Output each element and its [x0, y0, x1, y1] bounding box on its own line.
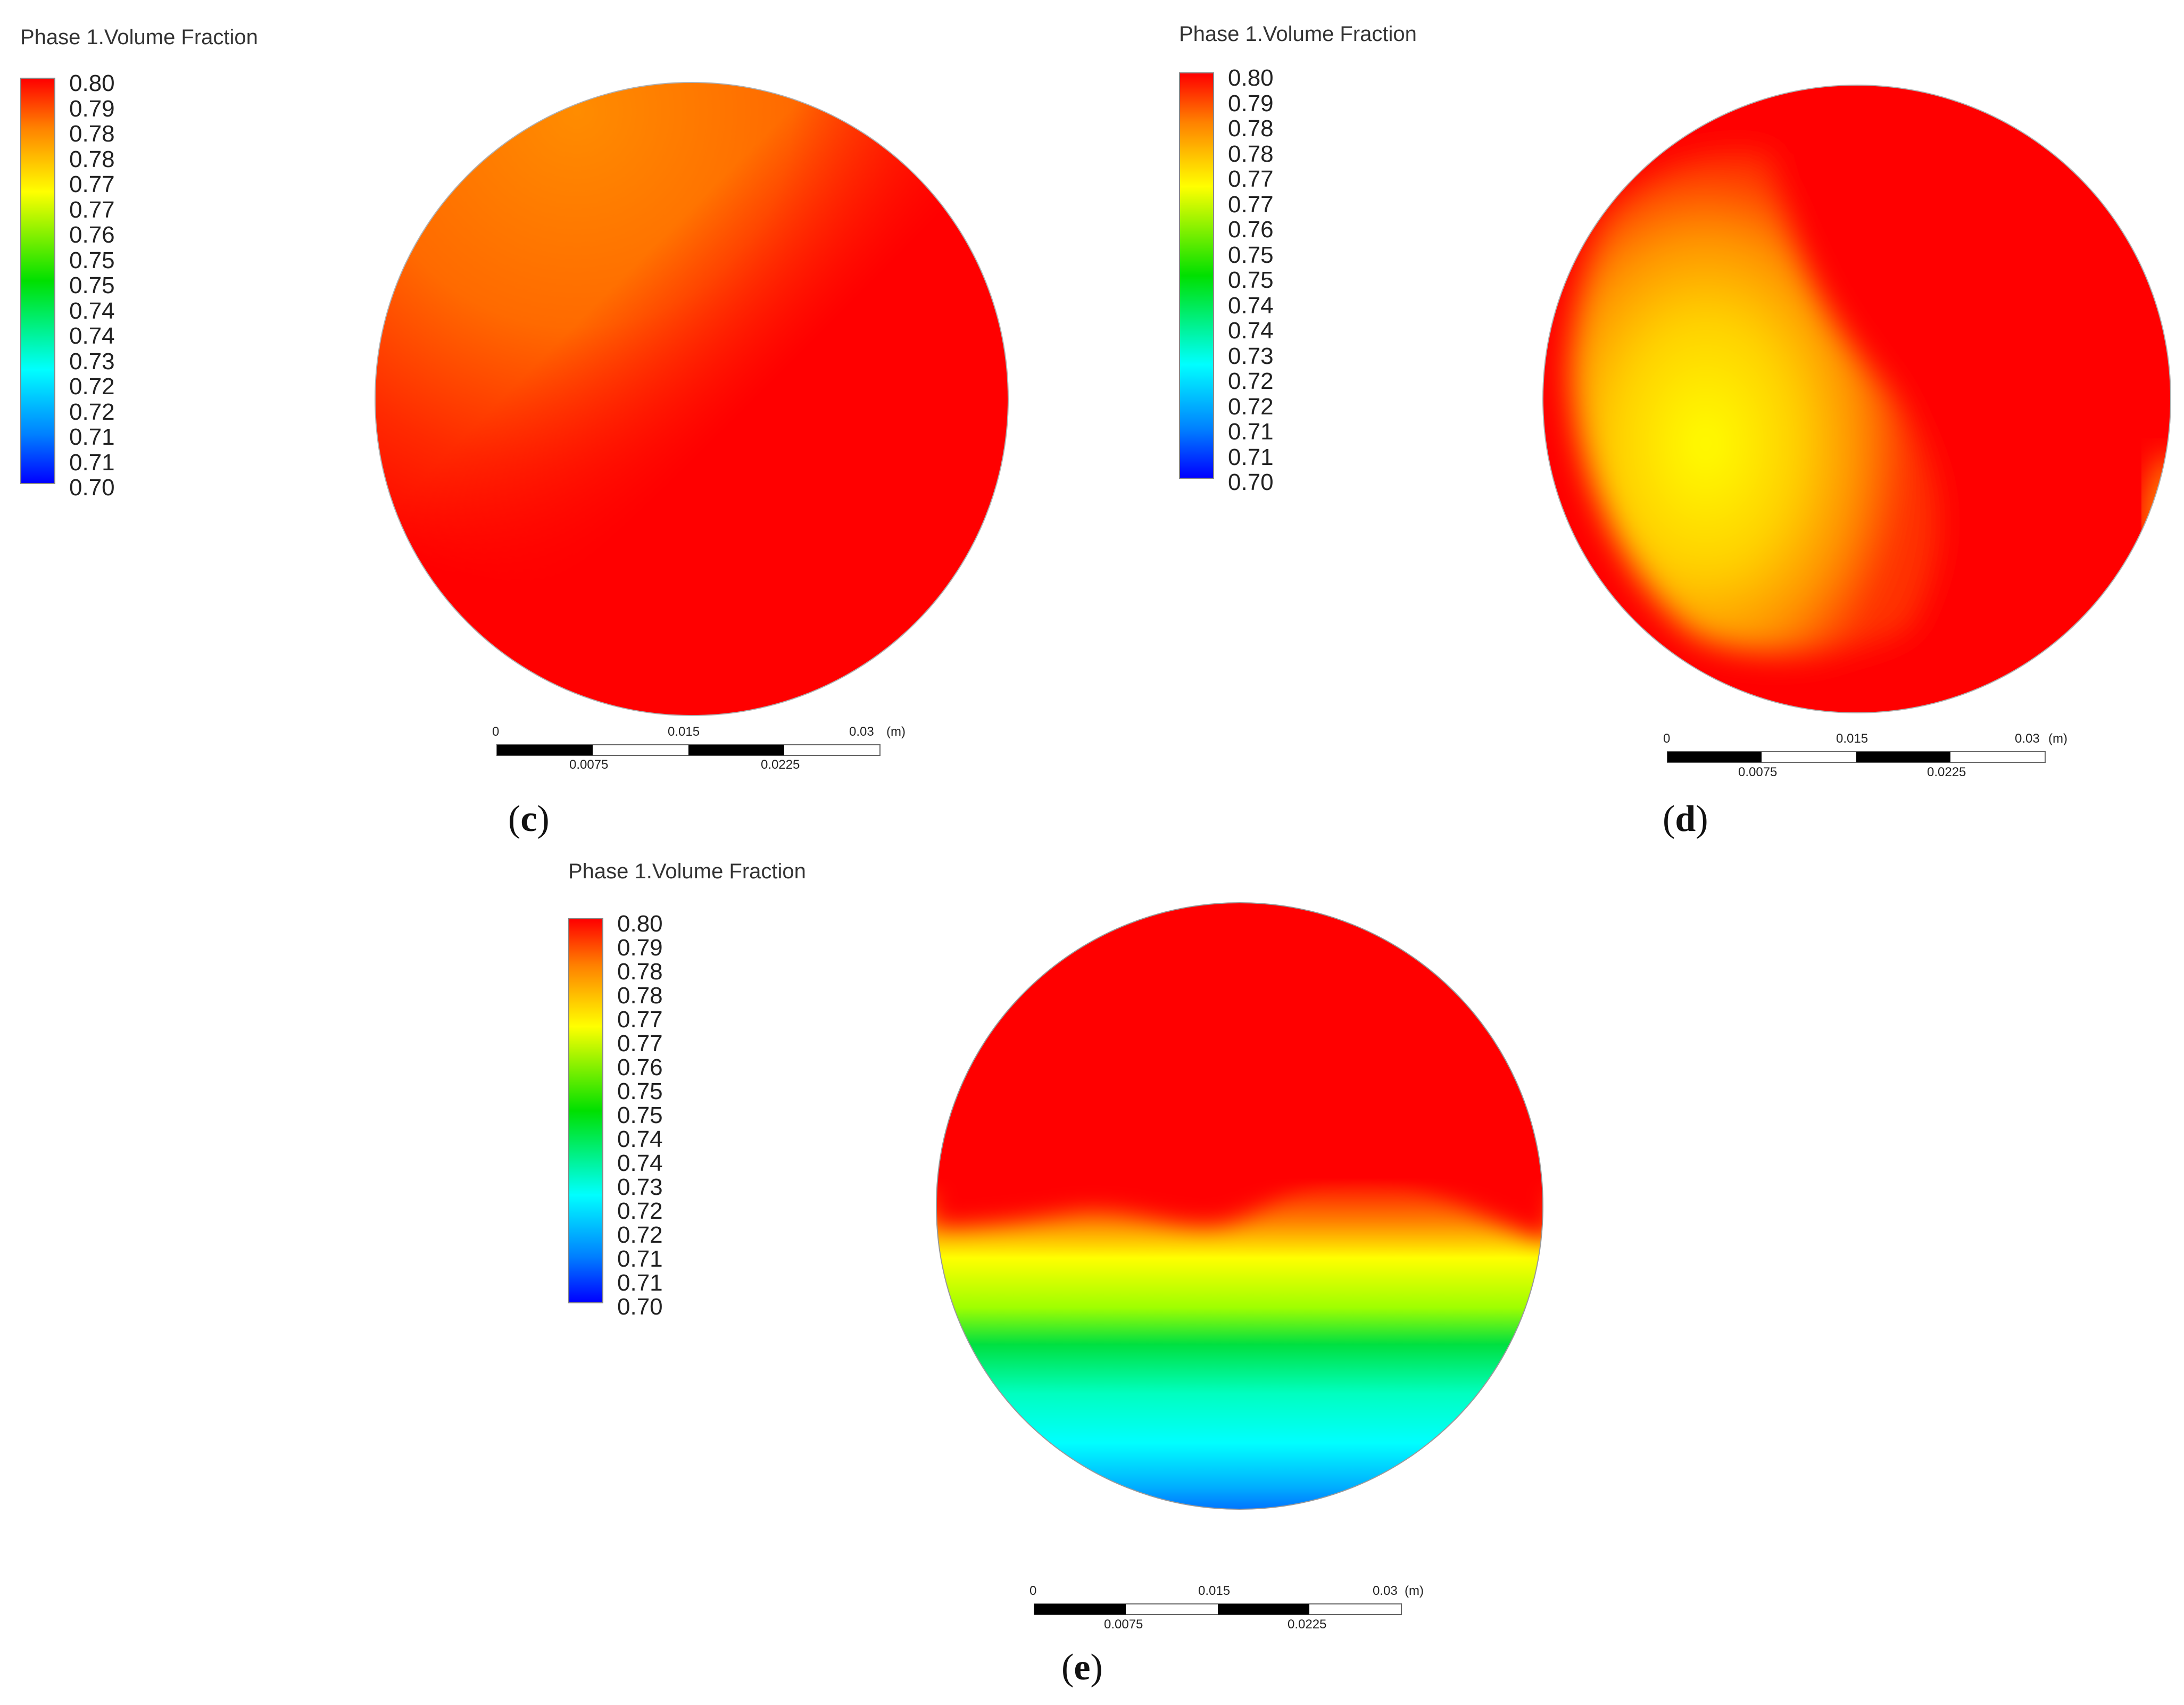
legend-tick-label: 0.78 — [617, 959, 663, 985]
legend-tick-label: 0.77 — [69, 196, 115, 223]
legend-tick-label: 0.71 — [69, 424, 115, 450]
legend-tick-label: 0.80 — [1228, 65, 1274, 91]
legend-title: Phase 1.Volume Fraction — [568, 860, 806, 883]
scale-label-00075: 0.0075 — [1738, 765, 1778, 779]
color-bar — [20, 78, 55, 484]
legend-tick-label: 0.77 — [1228, 166, 1274, 192]
legend-tick-label: 0.75 — [69, 247, 115, 273]
scale-bar-c — [496, 744, 881, 756]
contour-circle-c — [375, 82, 1009, 716]
legend-tick-label: 0.72 — [617, 1222, 663, 1248]
scale-label-0: 0 — [1663, 731, 1671, 746]
legend-tick-label: 0.73 — [69, 348, 115, 375]
legend-tick-label: 0.73 — [617, 1174, 663, 1200]
legend-tick-label: 0.71 — [1228, 444, 1274, 470]
caption-d: (d) — [1663, 799, 1708, 839]
scale-bar-e — [1034, 1603, 1402, 1615]
scale-label-0015: 0.015 — [1836, 731, 1869, 746]
legend-tick-label: 0.78 — [617, 983, 663, 1009]
legend-tick-label: 0.72 — [617, 1198, 663, 1224]
legend-tick-label: 0.77 — [69, 171, 115, 197]
legend-tick-label: 0.77 — [617, 1007, 663, 1033]
caption-letter: e — [1074, 1647, 1091, 1688]
legend-tick-label: 0.78 — [69, 146, 115, 172]
legend-title: Phase 1.Volume Fraction — [1179, 22, 1417, 46]
legend-tick-label: 0.79 — [1228, 90, 1274, 117]
legend-tick-label: 0.75 — [617, 1102, 663, 1128]
legend-tick-label: 0.72 — [69, 398, 115, 425]
color-bar — [1179, 72, 1214, 479]
color-bar — [568, 918, 603, 1303]
legend-tick-label: 0.75 — [1228, 267, 1274, 293]
legend-tick-label: 0.77 — [1228, 191, 1274, 218]
legend-tick-label: 0.80 — [617, 911, 663, 937]
scale-label-00225: 0.0225 — [1288, 1617, 1327, 1632]
scale-label-00075: 0.0075 — [1104, 1617, 1143, 1632]
legend-tick-label: 0.71 — [1228, 419, 1274, 445]
panel-c: Phase 1.Volume Fraction 0.80 0.79 0.78 0.78… — [0, 0, 1064, 851]
legend-tick-label: 0.70 — [1228, 469, 1274, 495]
caption-c: (c) — [508, 799, 550, 839]
legend-tick-label: 0.70 — [69, 475, 115, 501]
legend-tick-label: 0.77 — [617, 1030, 663, 1057]
scale-label-00075: 0.0075 — [569, 758, 609, 772]
legend-tick-label: 0.74 — [69, 297, 115, 324]
legend-tick-label: 0.71 — [69, 449, 115, 476]
legend-tick-label: 0.80 — [69, 70, 115, 96]
legend-tick-label: 0.79 — [69, 95, 115, 122]
legend-tick-label: 0.71 — [617, 1246, 663, 1272]
scale-label-003: 0.03 — [849, 725, 874, 739]
scale-label-0: 0 — [492, 725, 500, 739]
panel-e: Phase 1.Volume Fraction 0.80 0.79 0.78 0.78… — [0, 851, 2184, 1705]
legend-tick-label: 0.70 — [617, 1294, 663, 1320]
caption-letter: c — [520, 799, 537, 839]
scale-label-00225: 0.0225 — [1927, 765, 1966, 779]
scale-label-0: 0 — [1029, 1584, 1037, 1598]
legend-tick-label: 0.79 — [617, 935, 663, 961]
panel-d: Phase 1.Volume Fraction 0.80 0.79 0.78 0.78… — [1091, 0, 2184, 851]
legend-tick-label: 0.76 — [1228, 217, 1274, 243]
legend-tick-label: 0.74 — [69, 323, 115, 349]
legend-tick-label: 0.74 — [1228, 292, 1274, 319]
legend-tick-label: 0.75 — [617, 1078, 663, 1104]
scale-unit: (m) — [886, 725, 906, 739]
legend-tick-label: 0.72 — [69, 373, 115, 400]
scale-unit: (m) — [2048, 731, 2067, 746]
legend-tick-label: 0.76 — [69, 222, 115, 248]
scale-label-003: 0.03 — [2015, 731, 2040, 746]
legend-tick-label: 0.75 — [1228, 242, 1274, 268]
legend-tick-label: 0.74 — [1228, 318, 1274, 344]
legend-tick-label: 0.71 — [617, 1270, 663, 1296]
scale-unit: (m) — [1405, 1584, 1424, 1598]
contour-circle-e — [936, 902, 1543, 1510]
caption-letter: d — [1675, 799, 1696, 839]
legend-tick-label: 0.74 — [617, 1126, 663, 1152]
scale-label-00225: 0.0225 — [761, 758, 800, 772]
legend-tick-label: 0.76 — [617, 1054, 663, 1080]
legend-tick-label: 0.78 — [1228, 140, 1274, 167]
caption-e: (e) — [1061, 1647, 1103, 1688]
scale-label-0015: 0.015 — [1198, 1584, 1231, 1598]
contour-circle-d — [1542, 85, 2171, 713]
legend-tick-label: 0.75 — [69, 272, 115, 298]
legend-tick-label: 0.72 — [1228, 368, 1274, 394]
scale-bar-d — [1667, 751, 2046, 763]
scale-label-003: 0.03 — [1373, 1584, 1398, 1598]
legend-tick-label: 0.78 — [1228, 115, 1274, 142]
legend-tick-label: 0.74 — [617, 1150, 663, 1176]
legend-tick-label: 0.73 — [1228, 343, 1274, 369]
legend-title: Phase 1.Volume Fraction — [20, 26, 258, 49]
legend-tick-label: 0.72 — [1228, 393, 1274, 420]
legend-tick-label: 0.78 — [69, 121, 115, 147]
scale-label-0015: 0.015 — [668, 725, 700, 739]
